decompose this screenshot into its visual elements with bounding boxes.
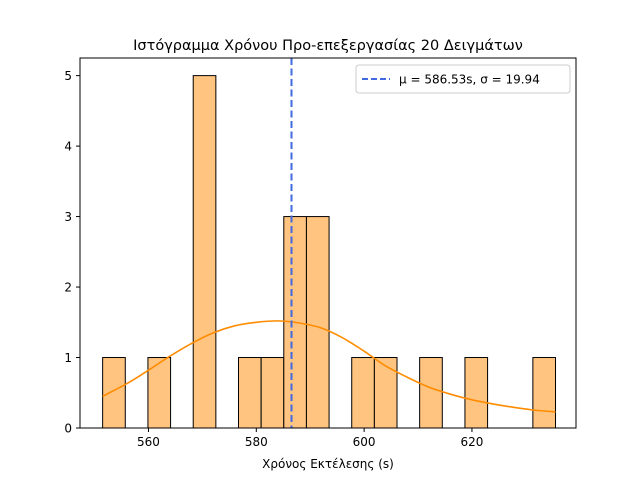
histogram-bar-6 <box>238 357 262 429</box>
chart-title: Ιστόγραμμα Χρόνου Προ-επεξεργασίας 20 Δε… <box>133 38 523 54</box>
histogram-bar-14 <box>419 357 443 429</box>
x-tick-label-620: 620 <box>460 435 483 449</box>
x-tick-label-600: 600 <box>353 435 376 449</box>
legend-mean-label: μ = 586.53s, σ = 19.94 <box>399 73 540 87</box>
legend: μ = 586.53s, σ = 19.94 <box>355 64 571 94</box>
histogram-bar-12 <box>373 357 398 429</box>
histogram-bar-16 <box>464 357 489 429</box>
y-tick-label-2: 2 <box>64 281 72 295</box>
x-tick-label-580: 580 <box>245 435 268 449</box>
plot-frame <box>79 57 577 429</box>
kde-curve <box>102 320 556 413</box>
histogram-bar-9 <box>305 216 330 429</box>
histogram-bar-0 <box>102 357 126 429</box>
histogram-bar-7 <box>260 357 285 429</box>
histogram-bar-4 <box>192 75 217 429</box>
legend-box <box>355 64 571 94</box>
histogram-bar-11 <box>351 357 375 429</box>
x-axis-ticks: 560 580 600 620 <box>137 428 483 449</box>
y-tick-label-1: 1 <box>64 351 72 365</box>
x-axis-label: Χρόνος Εκτέλεσης (s) <box>262 457 394 471</box>
y-tick-label-4: 4 <box>64 140 72 154</box>
y-tick-label-0: 0 <box>64 422 72 436</box>
y-tick-label-5: 5 <box>64 69 72 83</box>
y-axis-ticks: 0 1 2 3 4 5 <box>64 69 80 436</box>
y-tick-label-3: 3 <box>64 210 72 224</box>
kde-layer <box>102 320 556 413</box>
histogram-bar-19 <box>532 357 557 429</box>
x-tick-label-560: 560 <box>137 435 160 449</box>
